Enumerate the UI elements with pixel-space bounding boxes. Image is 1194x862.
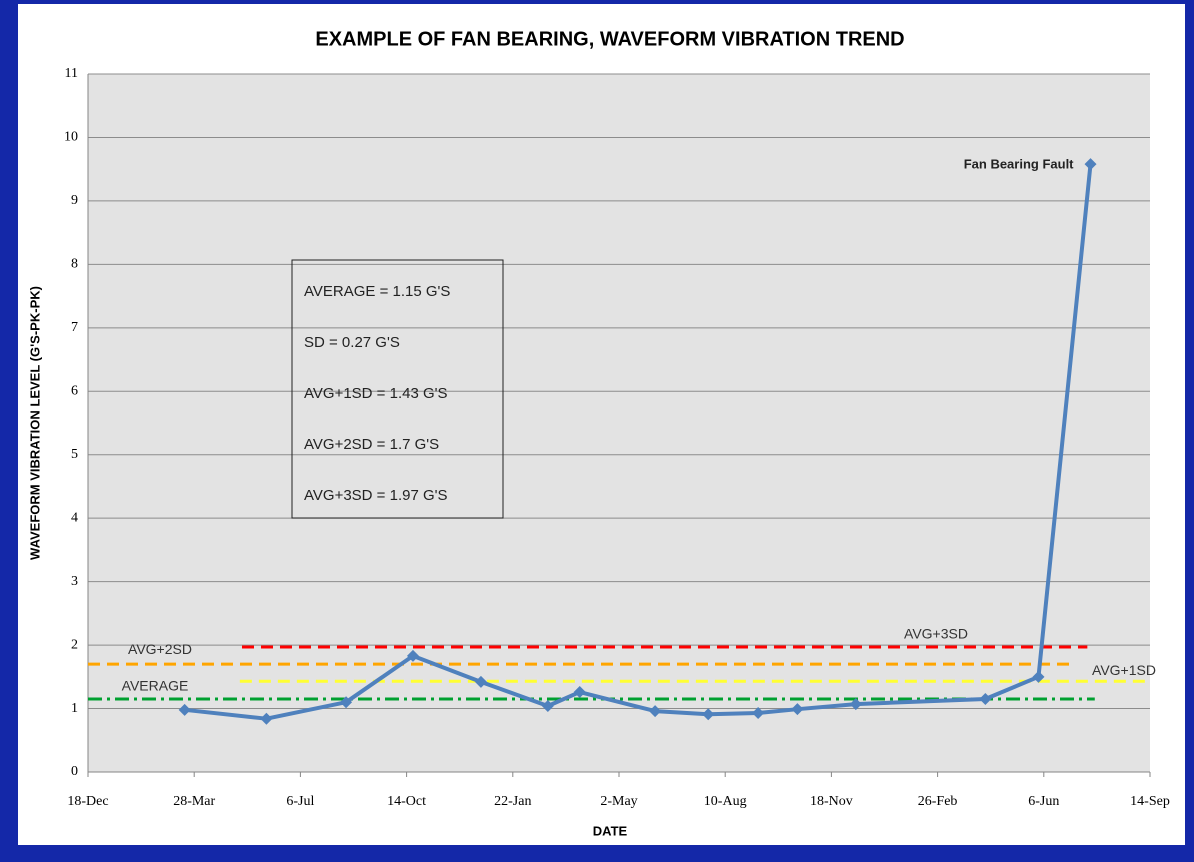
stats-box (291, 259, 504, 519)
data-point (702, 708, 715, 721)
y-tick-label: 5 (71, 447, 78, 462)
y-tick-label: 10 (64, 130, 78, 145)
data-point (649, 705, 662, 718)
x-tick-label: 18-Nov (810, 794, 853, 809)
x-tick-label: 14-Oct (387, 794, 426, 809)
annotation: Fan Bearing Fault (964, 157, 1074, 172)
chart-title: EXAMPLE OF FAN BEARING, WAVEFORM VIBRATI… (315, 28, 904, 50)
x-tick-label: 2-May (600, 794, 637, 809)
stats-line: AVG+2SD = 1.7 G'S (304, 436, 439, 453)
y-tick-label: 4 (71, 510, 78, 525)
data-point (573, 686, 586, 699)
y-tick-label: 9 (71, 193, 78, 208)
data-point (260, 712, 273, 725)
stats-line: AVG+1SD = 1.43 G'S (304, 385, 448, 402)
stats-line: AVERAGE = 1.15 G'S (304, 283, 450, 300)
data-point (541, 700, 554, 713)
y-axis-title: WAVEFORM VIBRATION LEVEL (G'S-PK-PK) (27, 286, 42, 560)
y-tick-label: 0 (71, 764, 78, 779)
stats-line: SD = 0.27 G'S (304, 334, 400, 351)
y-tick-label: 7 (71, 320, 78, 335)
reference-label: AVG+3SD (904, 626, 968, 642)
x-tick-label: 28-Mar (173, 794, 215, 809)
data-point (340, 696, 353, 709)
plot-area (88, 74, 1150, 772)
y-tick-label: 2 (71, 637, 78, 652)
data-point (406, 649, 419, 662)
data-point (979, 693, 992, 706)
data-point (752, 706, 765, 719)
x-axis-title: DATE (593, 823, 628, 838)
y-tick-label: 3 (71, 574, 78, 589)
y-tick-label: 1 (71, 701, 78, 716)
y-tick-label: 11 (65, 66, 78, 81)
stats-line: AVG+3SD = 1.97 G'S (304, 487, 448, 504)
x-tick-label: 10-Aug (704, 794, 747, 809)
data-point (791, 703, 804, 716)
x-tick-label: 14-Sep (1130, 794, 1170, 809)
y-tick-label: 6 (71, 383, 78, 398)
y-tick-label: 8 (71, 257, 78, 272)
x-tick-label: 22-Jan (494, 794, 531, 809)
x-tick-label: 18-Dec (67, 794, 108, 809)
x-tick-label: 6-Jul (286, 794, 314, 809)
data-point (1032, 670, 1045, 683)
data-point (178, 703, 191, 716)
data-point (849, 698, 862, 711)
x-tick-label: 6-Jun (1028, 794, 1059, 809)
reference-label: AVG+2SD (128, 641, 192, 657)
reference-label: AVG+1SD (1092, 662, 1156, 678)
x-tick-label: 26-Feb (918, 794, 958, 809)
data-point (474, 675, 487, 688)
reference-label: AVERAGE (122, 678, 189, 694)
data-point (1084, 158, 1097, 171)
